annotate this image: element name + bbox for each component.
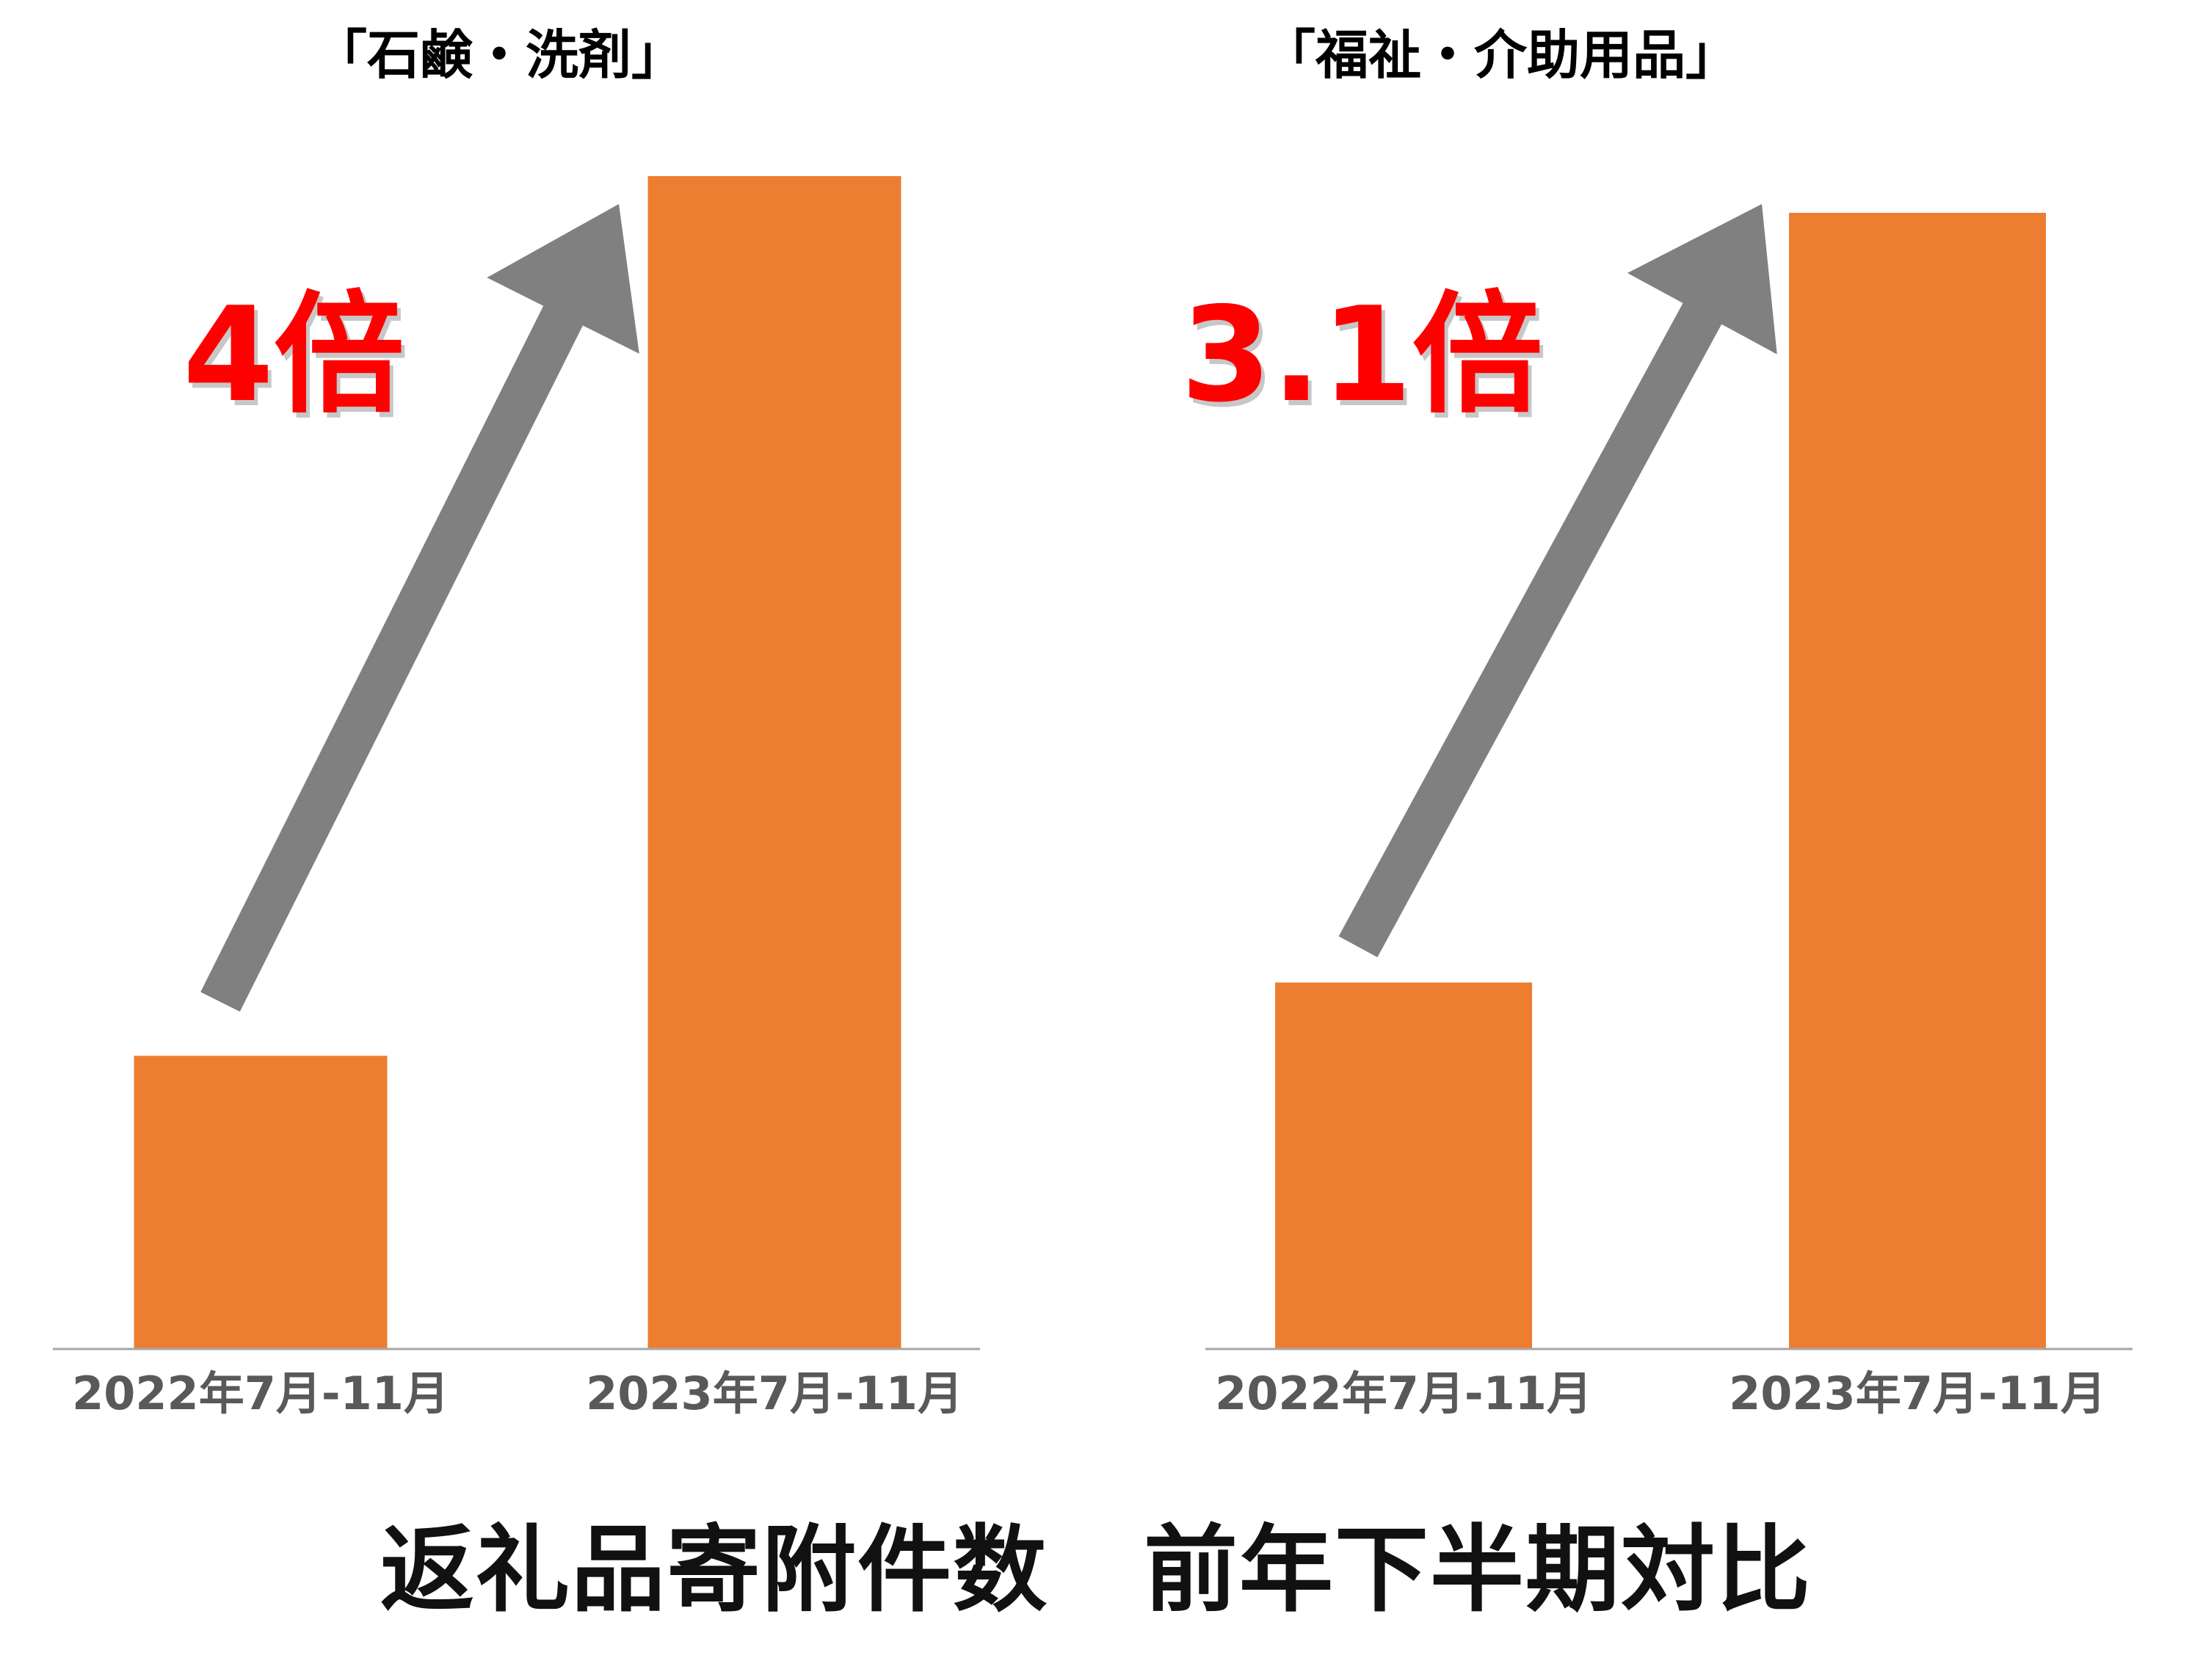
main-caption: 返礼品寄附件数 前年下半期対比 <box>380 1516 1812 1625</box>
chart-2-bar-1 <box>1275 982 1532 1349</box>
chart-2-annotation-shadow: 3.1倍 <box>1184 284 1546 436</box>
chart-1-annotation-shadow: 4倍 <box>186 284 408 436</box>
chart-1-tick-label-1: 2022年7月-11月 <box>72 1367 449 1420</box>
chart-2-annotation: 3.1倍 <box>1180 279 1542 431</box>
chart-2-bar-2 <box>1789 212 2046 1349</box>
chart-2-growth-arrow <box>1338 204 1777 958</box>
chart-1-bar-2 <box>647 175 901 1349</box>
chart-1-bar-1 <box>134 1055 388 1349</box>
chart-2-tick-label-2: 2023年7月-11月 <box>1729 1367 2106 1420</box>
chart-1-tick-label-2: 2023年7月-11月 <box>586 1367 963 1420</box>
chart-2-tick-label-1: 2022年7月-11月 <box>1215 1367 1592 1420</box>
chart-2-title: 「福祉・介助用品」 <box>1263 24 1738 86</box>
chart-1-growth-arrow <box>200 204 639 1012</box>
chart-1-title: 「石鹸・洗剤」 <box>314 24 684 86</box>
chart-1-annotation: 4倍 <box>183 279 404 431</box>
